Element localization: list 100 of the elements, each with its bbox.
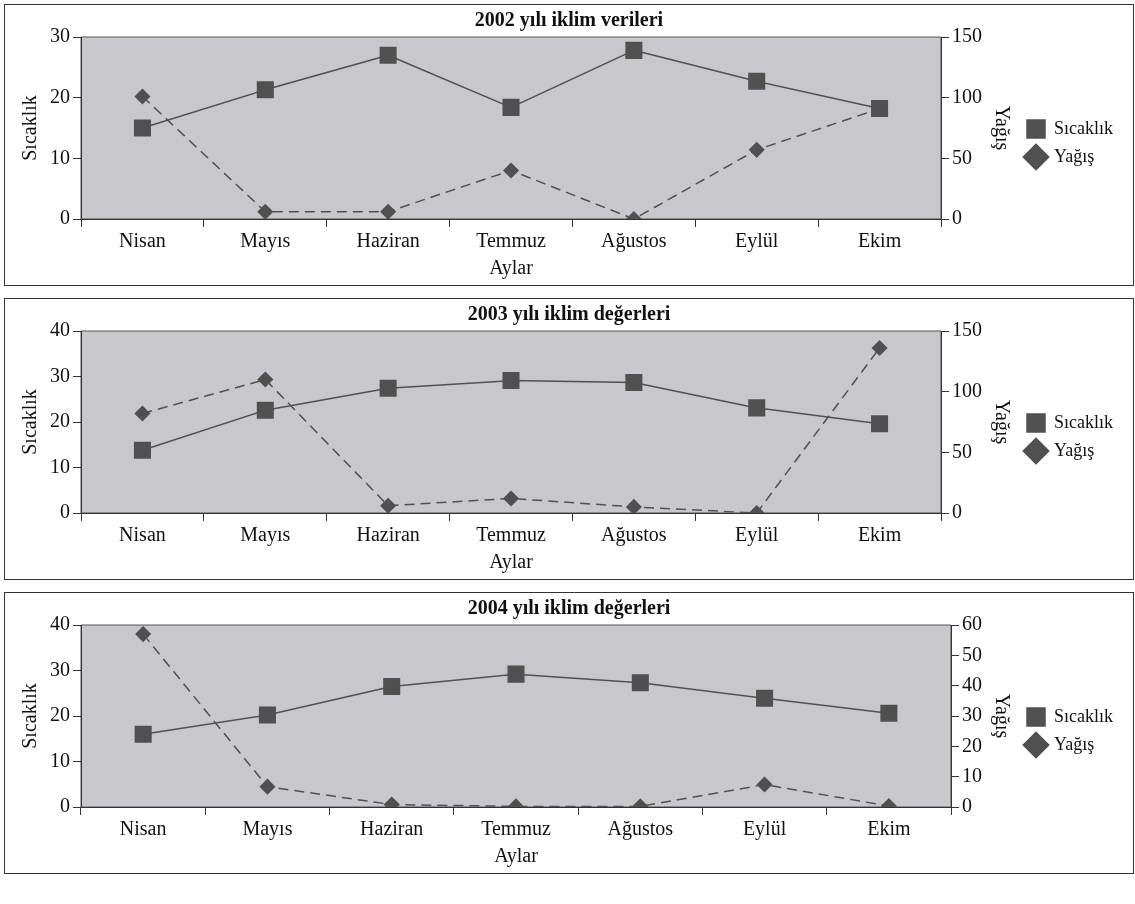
x-tick-label: Mayıs — [240, 523, 291, 547]
point — [507, 665, 525, 683]
point — [871, 415, 889, 433]
point — [625, 373, 643, 391]
point — [503, 162, 519, 179]
y2-tick-label: 10 — [962, 763, 983, 786]
y2-tick-label: 50 — [952, 145, 973, 168]
x-tick-label: Temmuz — [476, 523, 546, 546]
point — [380, 203, 396, 219]
y2-tick-label: 150 — [952, 318, 983, 341]
y2-tick-label: 50 — [952, 439, 973, 462]
x-tick-label: Ekim — [857, 229, 902, 252]
point — [502, 372, 520, 390]
x-tick-label: Ağustos — [601, 229, 667, 253]
point — [748, 72, 766, 90]
y-tick-label: 10 — [50, 145, 70, 168]
y-tick-label: 30 — [50, 24, 70, 47]
y-tick-label: 20 — [50, 703, 70, 726]
point — [880, 704, 898, 722]
point — [502, 98, 520, 116]
point — [134, 725, 152, 743]
x-tick-label: Haziran — [356, 229, 420, 252]
point — [383, 677, 401, 695]
y2-tick-label: 0 — [952, 206, 963, 229]
legend-label: Yağış — [1054, 439, 1095, 460]
y2-tick-label: 60 — [962, 612, 983, 635]
y-tick-label: 20 — [50, 409, 70, 432]
point — [256, 81, 274, 99]
x-tick-label: Ekim — [867, 817, 911, 840]
point — [135, 626, 151, 642]
point — [258, 706, 276, 724]
x-tick-label: Ekim — [857, 523, 902, 546]
x-axis-title: Aylar — [489, 256, 534, 280]
y-tick-label: 20 — [50, 84, 70, 107]
y2-tick-label: 100 — [952, 84, 983, 107]
point — [626, 499, 642, 513]
y2-tick-label: 30 — [962, 703, 983, 726]
x-tick-label: Eylül — [735, 229, 779, 253]
y2-tick-label: 40 — [962, 672, 983, 695]
x-axis-title: Aylar — [494, 844, 539, 868]
point — [631, 674, 649, 692]
x-tick-label: Temmuz — [476, 229, 546, 252]
point — [748, 399, 766, 417]
y-axis-title: Sıcaklık — [18, 389, 41, 455]
point — [257, 203, 274, 219]
y2-axis-title: Yağış — [990, 693, 1014, 739]
x-tick-label: Temmuz — [481, 817, 551, 840]
point — [134, 88, 151, 105]
x-tick-label: Eylül — [735, 523, 779, 547]
y-tick-label: 40 — [50, 612, 70, 635]
y-tick-label: 30 — [50, 363, 70, 386]
point — [379, 379, 397, 397]
x-tick-label: Nisan — [119, 817, 167, 840]
point — [379, 46, 397, 64]
y2-tick-label: 150 — [952, 24, 983, 47]
x-axis-title: Aylar — [489, 550, 534, 574]
point — [503, 490, 519, 507]
x-tick-label: Nisan — [119, 229, 166, 252]
y-tick-label: 10 — [50, 748, 70, 771]
point — [134, 405, 151, 422]
point — [756, 689, 774, 707]
point — [871, 340, 888, 356]
point — [133, 441, 151, 459]
y-tick-label: 10 — [50, 454, 70, 477]
x-tick-label: Eylül — [742, 817, 787, 841]
x-tick-label: Ağustos — [607, 817, 674, 841]
point — [748, 142, 765, 158]
legend-label: Sıcaklık — [1054, 411, 1114, 432]
y-tick-label: 0 — [60, 794, 70, 817]
y-tick-label: 0 — [60, 206, 70, 229]
x-tick-label: Haziran — [360, 817, 424, 840]
y2-tick-label: 50 — [962, 642, 983, 665]
point — [257, 371, 274, 388]
y2-tick-label: 0 — [952, 500, 963, 523]
y2-tick-label: 20 — [962, 733, 983, 756]
x-tick-label: Ağustos — [601, 523, 667, 547]
point — [380, 497, 396, 513]
y-axis-title: Sıcaklık — [18, 683, 41, 749]
y2-tick-label: 100 — [952, 378, 983, 401]
x-tick-label: Mayıs — [242, 817, 293, 841]
legend-label: Yağış — [1054, 145, 1095, 166]
point — [256, 401, 274, 419]
x-tick-label: Nisan — [119, 523, 166, 546]
point — [133, 119, 151, 137]
y2-axis-title: Yağış — [990, 105, 1014, 151]
legend-label: Yağış — [1054, 733, 1095, 754]
x-tick-label: Haziran — [356, 523, 420, 546]
legend-label: Sıcaklık — [1054, 117, 1114, 138]
y-tick-label: 30 — [50, 657, 70, 680]
x-tick-label: Mayıs — [240, 229, 291, 253]
chart-title: 2003 yılı iklim değerleri — [467, 302, 671, 326]
y2-tick-label: 0 — [962, 794, 973, 817]
point — [625, 41, 643, 59]
legend-label: Sıcaklık — [1054, 705, 1114, 726]
chart-title: 2004 yılı iklim değerleri — [467, 596, 671, 620]
y-axis-title: Sıcaklık — [18, 95, 41, 161]
y2-axis-title: Yağış — [990, 399, 1014, 445]
chart-title: 2002 yılı iklim verileri — [474, 8, 664, 32]
y-tick-label: 0 — [60, 500, 70, 523]
y-tick-label: 40 — [50, 318, 70, 341]
